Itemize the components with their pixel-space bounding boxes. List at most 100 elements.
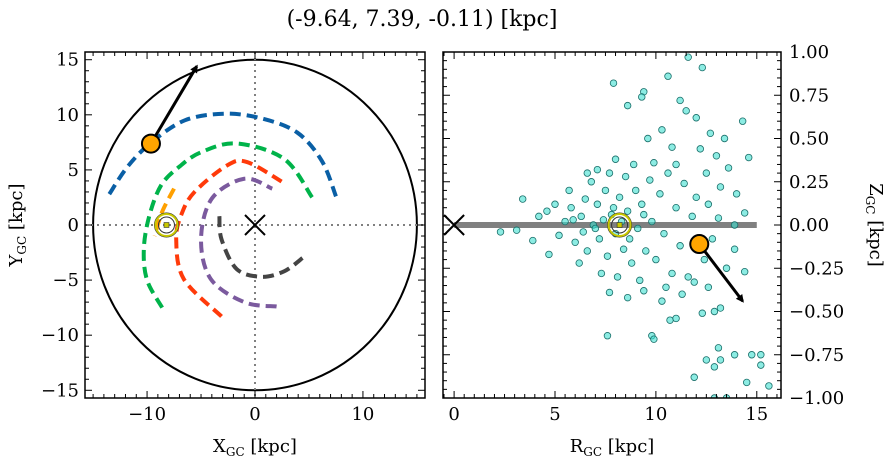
left-panel-xy: −10 0 10 −15 −10 −5 0 5 10 15 XGC [kpc] YGC [kpc] [6,50,426,459]
y-tick-label: −0.75 [789,345,844,366]
x-tick-label: 0 [249,404,260,425]
y-axis-label: YGC [kpc] [6,184,29,268]
scatter-point [690,373,698,381]
scatter-point [714,214,723,222]
scatter-point [698,309,707,317]
plot-area [85,52,425,398]
x-axis-label: XGC [kpc] [213,436,297,459]
y-tick-label: −15 [41,380,79,401]
y-tick-label: 1.00 [789,42,829,63]
scatter-point [597,269,606,278]
scatter-point [650,159,658,167]
scatter-point [714,344,723,352]
scatter-point [609,203,618,212]
scatter-point [581,195,589,203]
y-tick-label: 5 [68,160,79,181]
scatter-point [692,193,700,202]
spiral-arm-3 [199,176,277,309]
scatter-point [702,169,711,177]
scatter-point [615,193,624,202]
scatter-point [710,307,719,316]
x-tick-label: 5 [549,404,560,425]
scatter-point [672,160,680,169]
sun-center-marker [163,222,170,228]
scatter-point [652,255,660,264]
scatter-point [591,224,600,233]
y-tick-label: 0.75 [789,85,829,106]
scatter-point [623,293,632,302]
scatter-point [638,93,646,101]
scatter-point [587,178,596,186]
scatter-point [706,129,715,138]
scatter-point [698,63,707,72]
velocity-arrow [698,243,744,303]
scatter-point [535,212,543,221]
velocity-arrow [149,64,199,145]
scatter-point [642,247,650,255]
y-tick-label: −0.25 [789,258,844,279]
scatter-point [496,228,505,236]
x-tick-label: 10 [351,404,374,425]
y-tick-label: −0.50 [789,302,844,323]
scatter-point [569,216,577,224]
y-axis-label: ZGC [kpc] [863,183,886,267]
scatter-point [716,356,725,364]
scatter-point [757,351,765,359]
scatter-point [638,200,646,208]
scatter-point [668,143,676,151]
scatter-point [708,235,717,243]
scatter-point [700,255,709,264]
y-tick-label: −1.00 [789,388,844,409]
y-tick-label: −5 [52,270,79,291]
scatter-point [601,186,610,195]
scatter-point [666,316,674,324]
scatter-point [710,363,719,371]
scatter-point [688,212,696,221]
scatter-point [583,247,591,255]
scatter-point [722,264,731,272]
sun-inner-ring [611,216,629,234]
scatter-point [660,229,668,238]
object-position-marker [140,133,161,154]
y-tick-label: 0.00 [789,215,829,236]
scatter-point [611,155,620,163]
y-tick-label: −10 [41,325,79,346]
spiral-arm-4 [217,216,304,279]
y-tick-label: 0.25 [789,172,829,193]
scatter-point [745,153,753,162]
scatter-point [650,335,658,343]
scatter-point [603,252,612,260]
scatter-point [565,186,573,195]
scatter-point [702,356,711,364]
spiral-arm-2 [174,158,286,318]
spiral-arm-5 [152,187,176,237]
y-tick-label: 10 [56,105,79,126]
scatter-point [545,250,553,259]
scatter-point [599,216,608,224]
scatter-point [625,235,634,243]
scatter-point [627,259,636,267]
scatter-point [605,169,614,177]
scatter-point [740,209,749,217]
x-axis-label: RGC [kpc] [570,436,655,459]
y-tick-label: 0 [68,215,79,236]
scatter-point [555,231,563,240]
scatter-point [595,235,604,243]
object-position-marker [689,234,710,255]
scatter-point [740,268,749,276]
scatter-point [644,134,652,143]
scatter-point [724,164,733,172]
scatter-point [672,203,680,212]
scatter-point [543,207,551,215]
y-tick-label: 15 [56,50,79,71]
scatter-point [732,190,741,198]
sun-inner-ring [157,216,175,234]
scatter-point [561,217,569,226]
x-tick-label: 0 [448,404,459,425]
scatter-point [512,226,521,234]
scatter-point [593,165,602,174]
scatter-point [656,190,664,198]
scatter-point [593,200,602,208]
scatter-point [646,176,654,184]
